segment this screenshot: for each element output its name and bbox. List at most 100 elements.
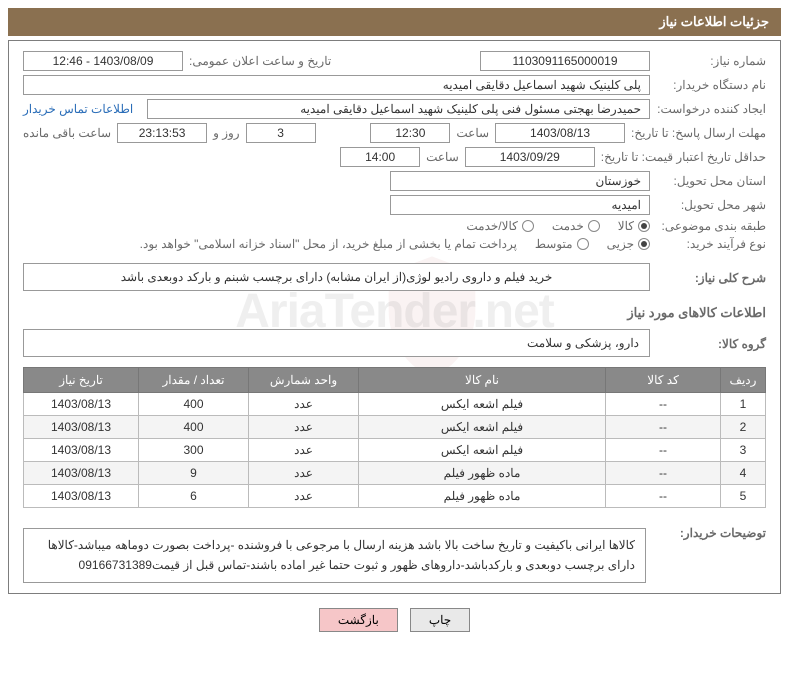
payment-note: پرداخت تمام یا بخشی از مبلغ خرید، از محل… [140, 237, 517, 251]
cell-qty: 400 [139, 393, 249, 416]
buy-type-mid-radio[interactable]: متوسط [535, 237, 589, 251]
deadline-reply-time: 12:30 [370, 123, 450, 143]
th-row: ردیف [721, 368, 766, 393]
buy-type-partial-label: جزیی [607, 237, 634, 251]
delivery-city-label: شهر محل تحویل: [656, 198, 766, 212]
main-panel: AriaTender.net شماره نیاز: 1103091165000… [8, 40, 781, 594]
cell-row: 2 [721, 416, 766, 439]
category-service-label: خدمت [552, 219, 584, 233]
table-row: 2--فیلم اشعه ایکسعدد4001403/08/13 [24, 416, 766, 439]
category-label: طبقه بندی موضوعی: [656, 219, 766, 233]
cell-unit: عدد [249, 439, 359, 462]
price-validity-time: 14:00 [340, 147, 420, 167]
goods-table: ردیف کد کالا نام کالا واحد شمارش تعداد /… [23, 367, 766, 508]
th-qty: تعداد / مقدار [139, 368, 249, 393]
table-header-row: ردیف کد کالا نام کالا واحد شمارش تعداد /… [24, 368, 766, 393]
buyer-notes-label: توضیحات خریدار: [656, 518, 766, 540]
table-row: 1--فیلم اشعه ایکسعدد4001403/08/13 [24, 393, 766, 416]
requester-label: ایجاد کننده درخواست: [656, 102, 766, 116]
cell-need_date: 1403/08/13 [24, 485, 139, 508]
time-word-1: ساعت [456, 126, 489, 140]
category-goods-service-radio[interactable]: کالا/خدمت [466, 219, 533, 233]
table-row: 5--ماده ظهور فیلمعدد61403/08/13 [24, 485, 766, 508]
buy-type-mid-label: متوسط [535, 237, 573, 251]
price-validity-label: حداقل تاریخ اعتبار قیمت: تا تاریخ: [601, 150, 766, 164]
cell-need_date: 1403/08/13 [24, 416, 139, 439]
cell-row: 5 [721, 485, 766, 508]
th-need-date: تاریخ نیاز [24, 368, 139, 393]
buy-type-radio-group: جزیی متوسط [535, 237, 650, 251]
radio-icon [522, 220, 534, 232]
category-radio-group: کالا خدمت کالا/خدمت [466, 219, 650, 233]
need-number-label: شماره نیاز: [656, 54, 766, 68]
th-code: کد کالا [606, 368, 721, 393]
time-word-2: ساعت [426, 150, 459, 164]
radio-icon [577, 238, 589, 250]
buy-type-label: نوع فرآیند خرید: [656, 237, 766, 251]
table-row: 3--فیلم اشعه ایکسعدد3001403/08/13 [24, 439, 766, 462]
cell-qty: 400 [139, 416, 249, 439]
cell-code: -- [606, 416, 721, 439]
deadline-reply-date: 1403/08/13 [495, 123, 625, 143]
page-header: جزئیات اطلاعات نیاز [8, 8, 781, 36]
requester-value: حمیدرضا بهجتی مسئول فنی پلی کلینیک شهید … [147, 99, 650, 119]
cell-name: ماده ظهور فیلم [359, 485, 606, 508]
cell-name: ماده ظهور فیلم [359, 462, 606, 485]
back-button[interactable]: بازگشت [319, 608, 398, 632]
radio-icon [638, 238, 650, 250]
buyer-org-label: نام دستگاه خریدار: [656, 78, 766, 92]
cell-name: فیلم اشعه ایکس [359, 416, 606, 439]
buyer-contact-link[interactable]: اطلاعات تماس خریدار [23, 102, 133, 116]
category-goods-service-label: کالا/خدمت [466, 219, 517, 233]
page-header-title: جزئیات اطلاعات نیاز [659, 14, 769, 29]
table-row: 4--ماده ظهور فیلمعدد91403/08/13 [24, 462, 766, 485]
cell-unit: عدد [249, 462, 359, 485]
cell-qty: 9 [139, 462, 249, 485]
cell-code: -- [606, 462, 721, 485]
goods-group-value: دارو، پزشکی و سلامت [23, 329, 650, 357]
th-unit: واحد شمارش [249, 368, 359, 393]
cell-unit: عدد [249, 485, 359, 508]
delivery-city-value: امیدیه [390, 195, 650, 215]
cell-row: 1 [721, 393, 766, 416]
days-word: روز و [213, 126, 240, 140]
remaining-label: ساعت باقی مانده [23, 126, 111, 140]
buyer-notes-value: کالاها ایرانی باکیفیت و تاریخ ساخت بالا … [23, 528, 646, 583]
remaining-time: 23:13:53 [117, 123, 207, 143]
cell-need_date: 1403/08/13 [24, 393, 139, 416]
cell-name: فیلم اشعه ایکس [359, 439, 606, 462]
cell-need_date: 1403/08/13 [24, 439, 139, 462]
radio-icon [638, 220, 650, 232]
remaining-days: 3 [246, 123, 316, 143]
delivery-province-label: استان محل تحویل: [656, 174, 766, 188]
buy-type-partial-radio[interactable]: جزیی [607, 237, 650, 251]
cell-row: 4 [721, 462, 766, 485]
goods-group-label: گروه کالا: [656, 337, 766, 351]
need-number-value: 1103091165000019 [480, 51, 650, 71]
cell-qty: 300 [139, 439, 249, 462]
cell-name: فیلم اشعه ایکس [359, 393, 606, 416]
category-service-radio[interactable]: خدمت [552, 219, 600, 233]
announce-date-value: 1403/08/09 - 12:46 [23, 51, 183, 71]
cell-row: 3 [721, 439, 766, 462]
overall-desc-value: خرید فیلم و داروی رادیو لوژی(از ایران مش… [23, 263, 650, 291]
th-name: نام کالا [359, 368, 606, 393]
radio-icon [588, 220, 600, 232]
buyer-org-value: پلی کلینیک شهید اسماعیل دقایقی امیدیه [23, 75, 650, 95]
category-goods-label: کالا [618, 219, 634, 233]
cell-code: -- [606, 485, 721, 508]
deadline-reply-label: مهلت ارسال پاسخ: تا تاریخ: [631, 126, 766, 140]
cell-need_date: 1403/08/13 [24, 462, 139, 485]
cell-unit: عدد [249, 393, 359, 416]
announce-date-label: تاریخ و ساعت اعلان عمومی: [189, 54, 331, 68]
cell-qty: 6 [139, 485, 249, 508]
price-validity-date: 1403/09/29 [465, 147, 595, 167]
footer-buttons: چاپ بازگشت [8, 608, 781, 632]
print-button[interactable]: چاپ [410, 608, 470, 632]
overall-desc-label: شرح کلی نیاز: [656, 271, 766, 285]
cell-code: -- [606, 439, 721, 462]
goods-info-title: اطلاعات کالاهای مورد نیاز [23, 305, 766, 321]
cell-unit: عدد [249, 416, 359, 439]
category-goods-radio[interactable]: کالا [618, 219, 650, 233]
cell-code: -- [606, 393, 721, 416]
